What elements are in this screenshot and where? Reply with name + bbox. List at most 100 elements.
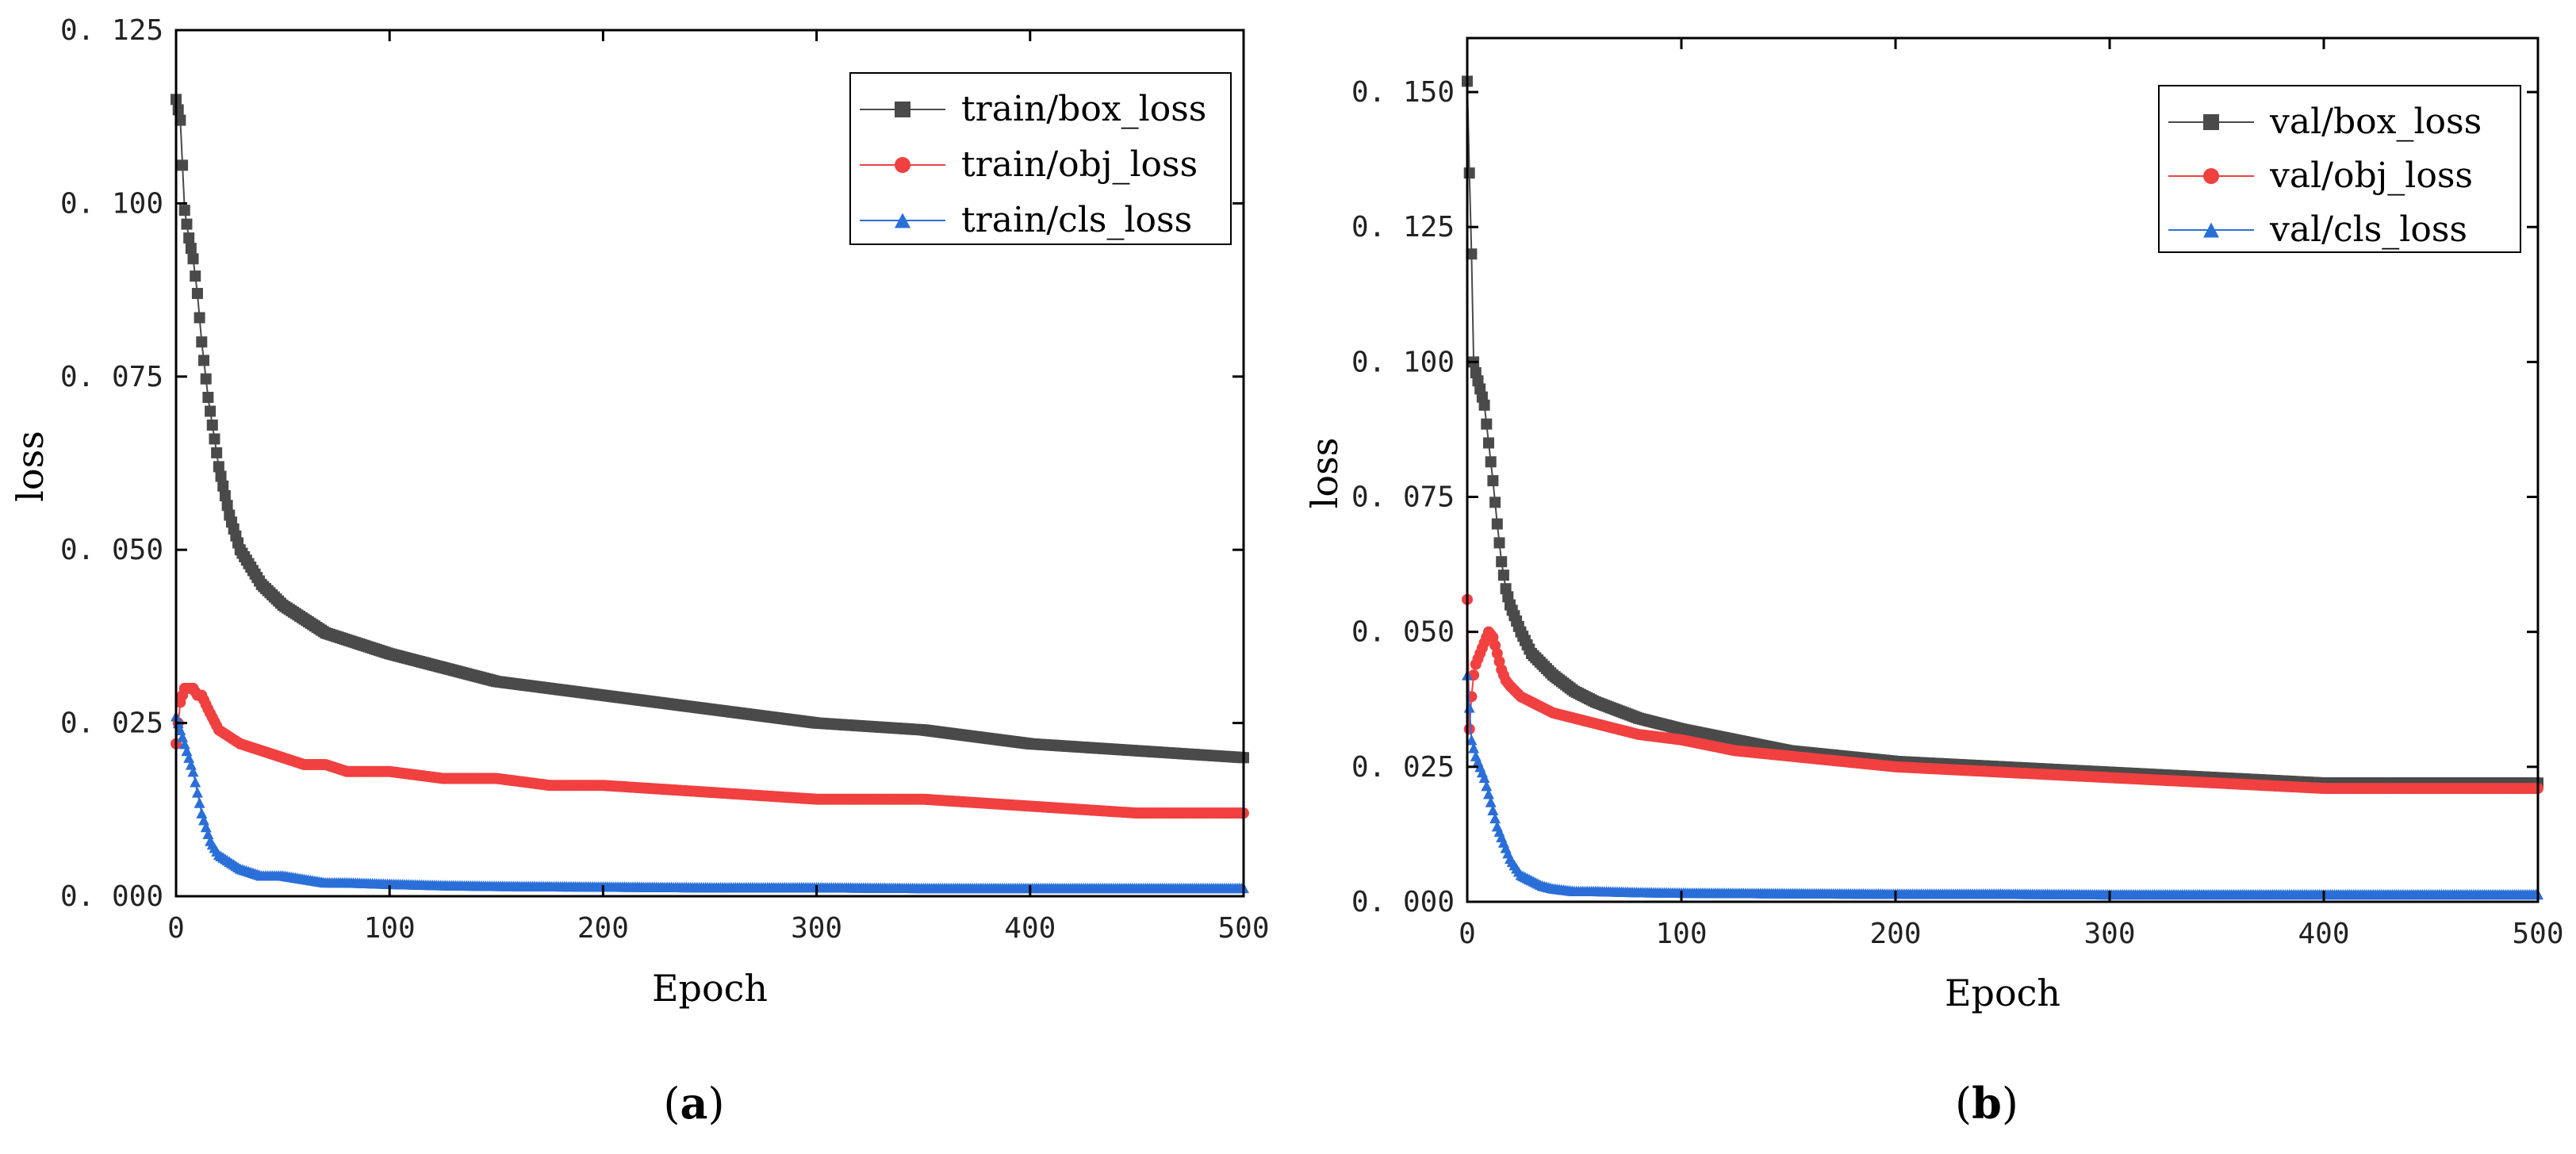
- legend-marker: [895, 213, 910, 228]
- series-val/obj_loss: [1462, 593, 2543, 795]
- plot-frame: [174, 29, 1245, 898]
- data-point: [196, 807, 208, 819]
- data-point: [1487, 804, 1499, 815]
- x-axis-label: Epoch: [652, 967, 768, 1010]
- data-point: [1485, 796, 1497, 807]
- data-point: [196, 336, 208, 348]
- data-point: [1491, 518, 1503, 530]
- legend: train/box_loss train/obj_loss train/cls_lo…: [849, 72, 1232, 245]
- data-point: [202, 392, 214, 404]
- y-tick-label: 0. 075: [60, 361, 163, 393]
- data-point: [181, 745, 193, 757]
- y-tick-label: 0. 025: [60, 707, 163, 740]
- y-tick-label: 0. 050: [1351, 616, 1455, 649]
- x-tick-label: 200: [577, 912, 629, 945]
- data-point: [185, 243, 197, 255]
- x-axis-label: Epoch: [1945, 972, 2060, 1014]
- data-point: [1483, 788, 1494, 799]
- data-point: [178, 738, 190, 750]
- x-tick-label: 400: [1004, 912, 1056, 945]
- data-point: [174, 724, 186, 735]
- data-point: [1463, 723, 1475, 735]
- data-point: [187, 253, 199, 265]
- data-point: [178, 205, 190, 217]
- y-tick-label: 0. 100: [60, 187, 163, 220]
- x-tick-label: 0: [1459, 918, 1476, 950]
- data-point: [187, 766, 199, 777]
- data-point: [172, 104, 184, 116]
- legend-marker: [2203, 168, 2219, 184]
- y-axis-label: loss: [9, 431, 52, 502]
- data-point: [1478, 399, 1490, 411]
- data-point: [174, 114, 186, 126]
- data-point: [200, 373, 212, 385]
- data-point: [177, 159, 189, 171]
- series-line: [1466, 599, 2538, 790]
- x-tick-label: 500: [2512, 918, 2563, 950]
- x-tick-label: 400: [2298, 918, 2349, 950]
- legend-label: train/box_loss: [961, 89, 1206, 129]
- data-point: [185, 759, 197, 770]
- y-tick-label: 0. 125: [60, 14, 163, 47]
- legend: val/box_loss val/obj_loss val/cls_loss: [2158, 85, 2521, 253]
- legend-box: [2158, 85, 2521, 253]
- data-point: [191, 287, 203, 299]
- data-point: [1481, 780, 1493, 792]
- legend-label: train/obj_loss: [961, 144, 1198, 185]
- data-point: [200, 821, 212, 833]
- legend-label: val/cls_loss: [2269, 209, 2467, 250]
- x-tick-label: 0: [167, 912, 185, 945]
- chart-b: 0. 000 0. 025 0. 050 0. 075 0. 100 0. 125 0. 1…: [1303, 36, 2564, 1129]
- data-point: [1483, 437, 1494, 449]
- data-point: [209, 433, 220, 445]
- legend-marker: [2203, 114, 2219, 130]
- x-tick-label: 100: [364, 912, 416, 945]
- data-point: [205, 405, 217, 417]
- y-tick-label: 0. 050: [60, 534, 163, 566]
- panel-label: (a): [663, 1078, 724, 1129]
- data-point: [1481, 418, 1493, 430]
- legend-label: val/box_loss: [2269, 102, 2482, 142]
- x-tick-label: 100: [1655, 918, 1707, 950]
- x-tick-label: 500: [1217, 912, 1269, 945]
- data-point: [190, 270, 201, 282]
- data-point: [197, 815, 209, 826]
- y-tick-label: 0. 075: [1351, 481, 1455, 514]
- y-tick-label: 0. 100: [1351, 346, 1455, 378]
- legend-marker: [895, 102, 910, 117]
- data-point: [211, 447, 223, 458]
- data-point: [1466, 248, 1478, 260]
- data-point: [1468, 742, 1480, 753]
- data-point: [1496, 556, 1508, 568]
- data-point: [1485, 456, 1497, 468]
- series-val/cls_loss: [1462, 669, 2543, 900]
- data-point: [219, 490, 231, 502]
- data-point: [221, 500, 233, 512]
- y-tick-label: 0. 000: [1351, 886, 1455, 918]
- y-tick-label: 0. 025: [1351, 751, 1455, 784]
- data-point: [1487, 475, 1499, 487]
- data-point: [202, 828, 214, 840]
- series-train/box_loss: [171, 94, 1249, 764]
- data-point: [194, 797, 205, 808]
- data-point: [1466, 734, 1478, 746]
- data-point: [181, 218, 193, 230]
- legend-label: val/obj_loss: [2269, 155, 2473, 196]
- data-point: [1489, 812, 1501, 824]
- data-point: [1463, 167, 1475, 179]
- plot-frame: [1466, 36, 2540, 903]
- x-tick-label: 200: [1869, 918, 1921, 950]
- data-point: [1478, 772, 1490, 784]
- data-point: [191, 787, 203, 798]
- data-point: [213, 461, 224, 473]
- x-tick-label: 300: [2083, 918, 2135, 950]
- panel-label: (b): [1955, 1078, 2018, 1129]
- data-point: [1463, 702, 1475, 713]
- y-tick-label: 0. 000: [60, 880, 163, 913]
- legend-label: train/cls_loss: [961, 200, 1192, 240]
- data-point: [177, 731, 189, 742]
- data-point: [183, 752, 195, 763]
- y-axis-label: loss: [1303, 438, 1346, 509]
- series-train/cls_loss: [171, 711, 1249, 894]
